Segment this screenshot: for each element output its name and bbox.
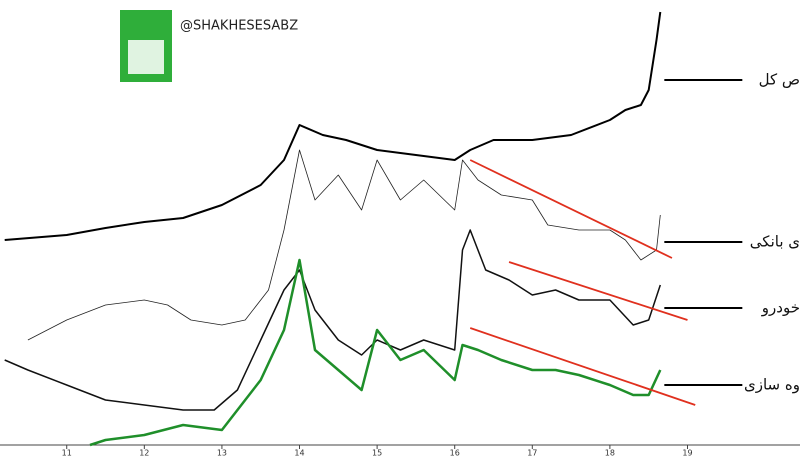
trendline	[508, 261, 688, 321]
x-tick-label: 19	[682, 449, 692, 458]
x-tick-label: 18	[605, 449, 615, 458]
x-tick-label: 12	[139, 449, 149, 458]
series-line	[89, 258, 662, 447]
trendline	[469, 159, 673, 259]
series-label: خودرو	[761, 299, 800, 317]
x-tick-label: 13	[217, 449, 227, 458]
logo-inner	[128, 40, 164, 74]
series-line	[4, 229, 662, 411]
x-tick-label: 15	[372, 449, 382, 458]
x-tick-label: 14	[294, 449, 304, 458]
x-tick-label: 16	[450, 449, 460, 458]
trendline	[469, 327, 696, 406]
series-label: وه سازی	[744, 376, 800, 394]
series-line	[27, 149, 661, 341]
x-tick-label: 11	[62, 449, 72, 458]
series-label: ی بانکی	[750, 233, 800, 251]
series-label: ص کل	[759, 71, 800, 89]
series-line	[4, 11, 662, 241]
watermark: @SHAKHESESABZ	[180, 19, 298, 34]
x-tick-label: 17	[527, 449, 537, 458]
